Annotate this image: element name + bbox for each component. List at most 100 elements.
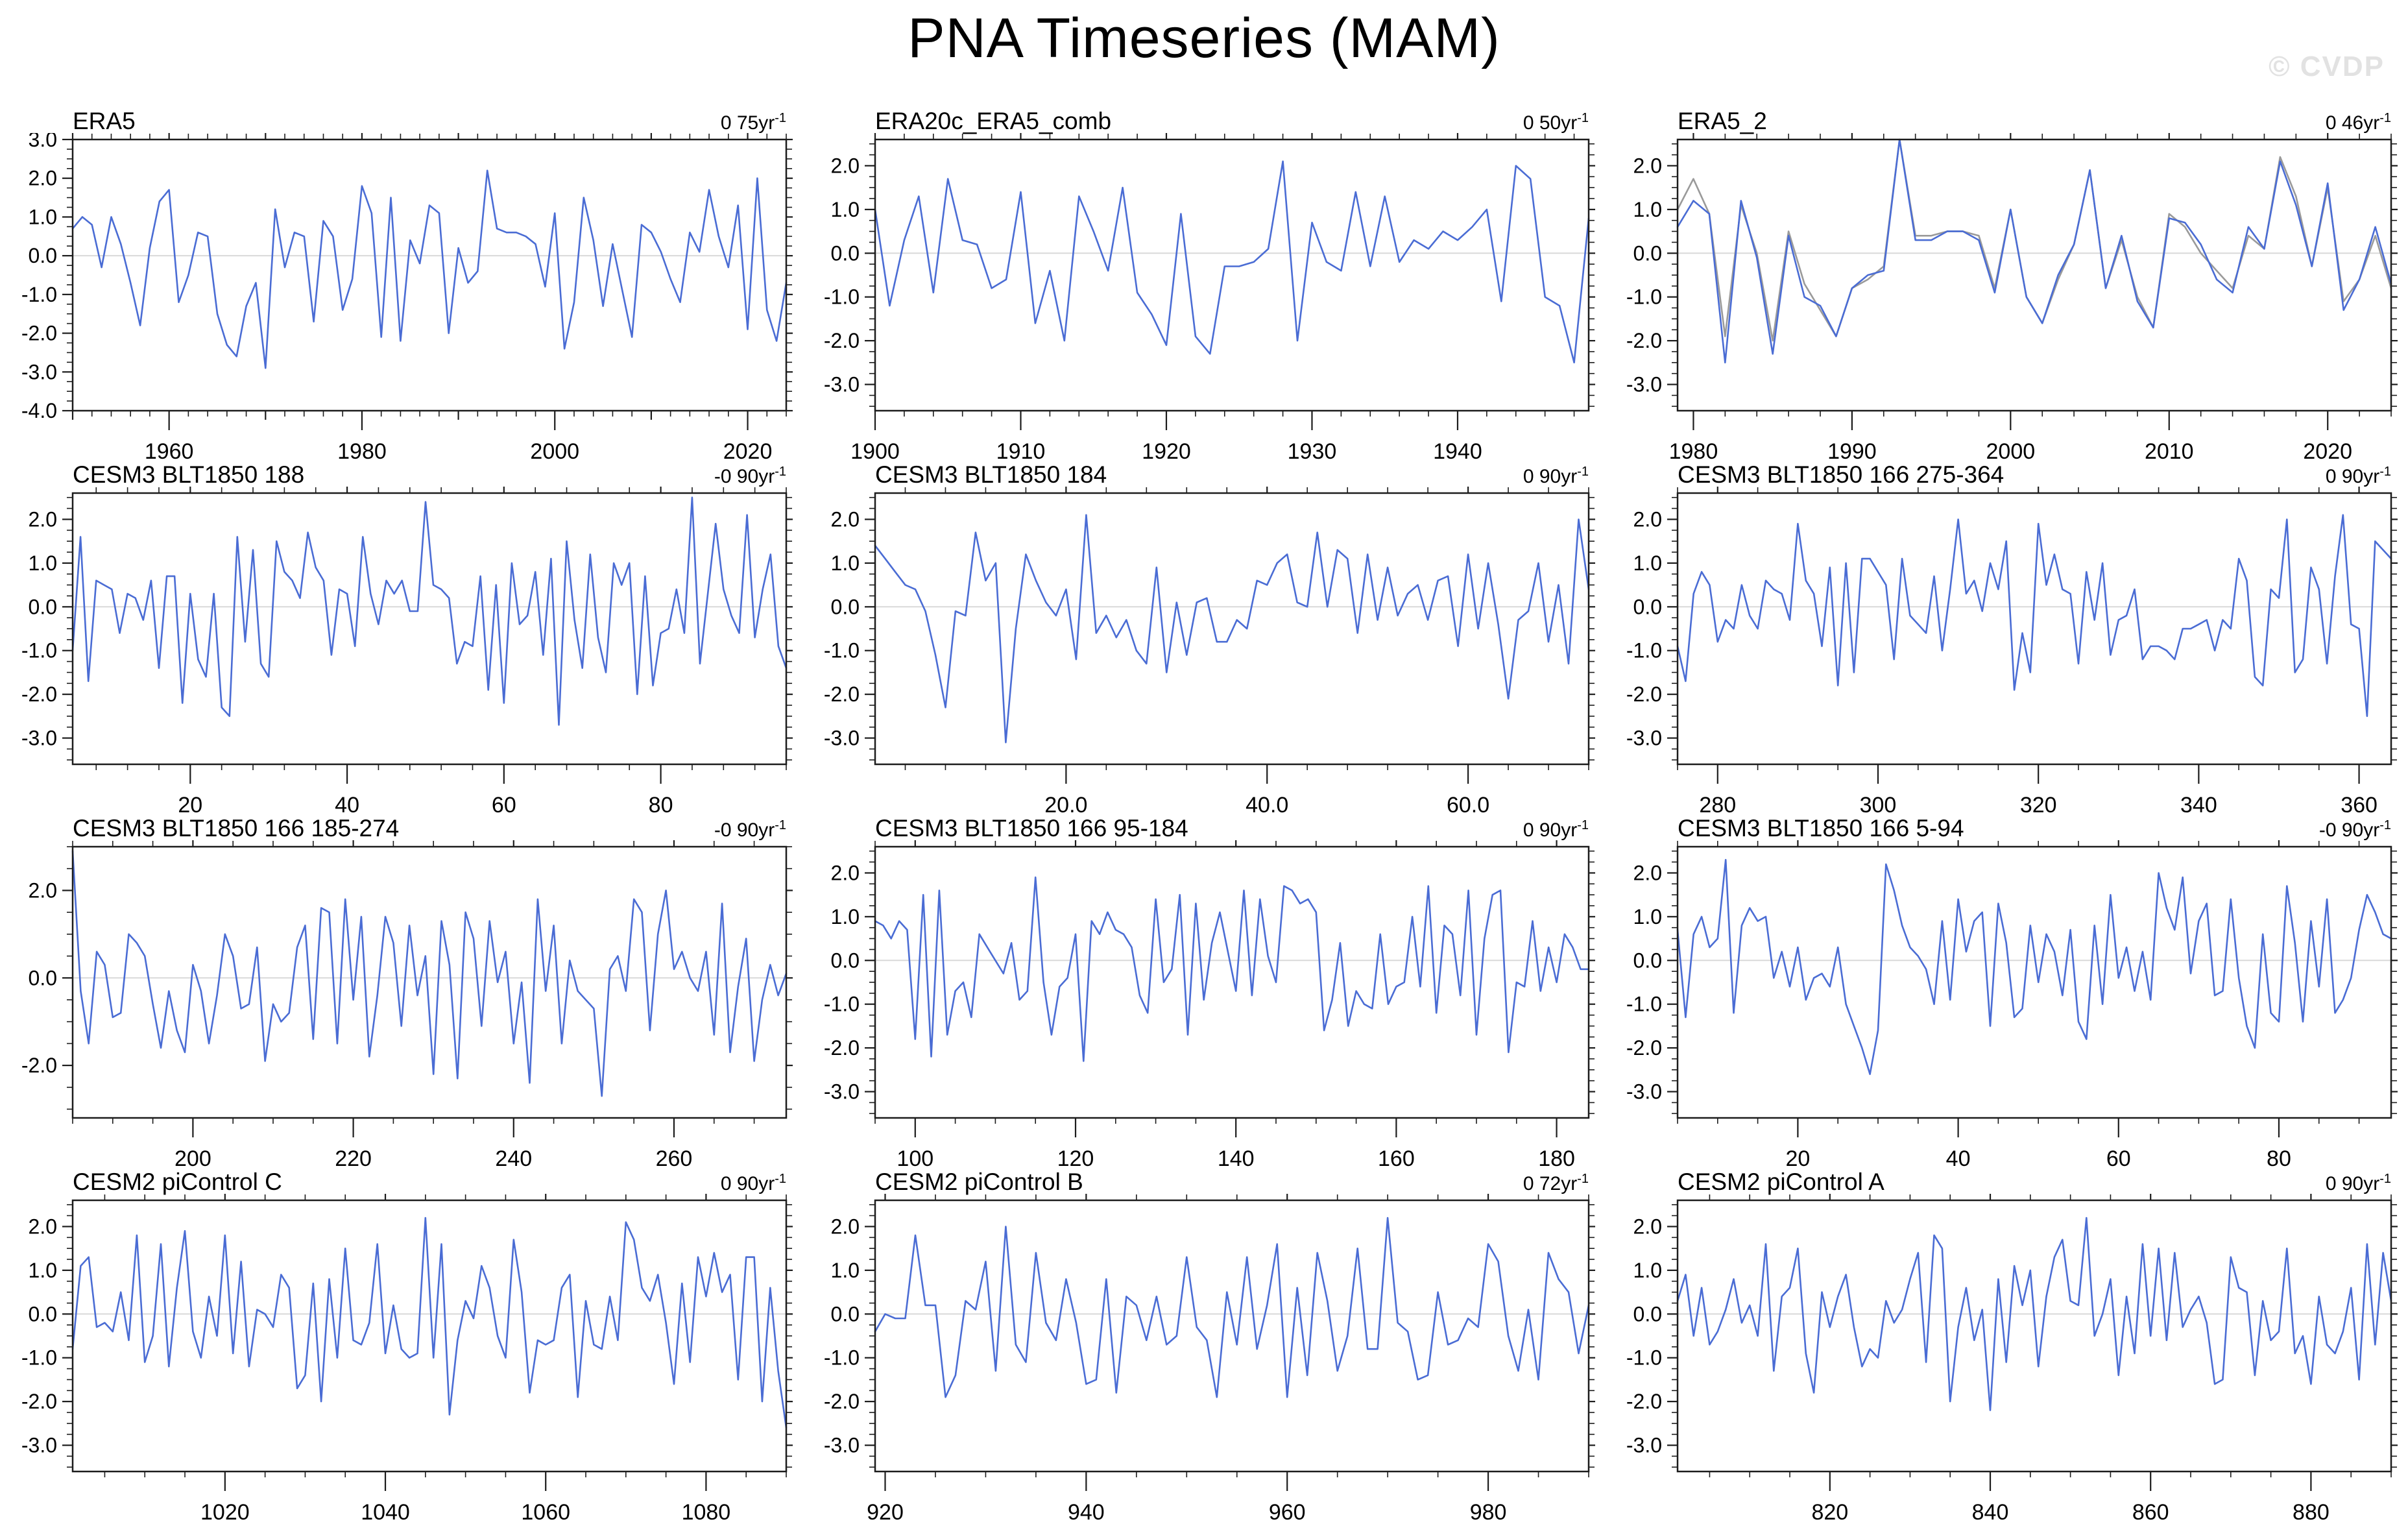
x-axis-tick-label: 2000 (1986, 439, 2036, 461)
series-line (874, 160, 1590, 364)
y-axis-tick-label: -2.0 (21, 1390, 57, 1413)
x-axis-tick-label: 940 (1068, 1500, 1105, 1521)
panel-head: CESM3 BLT1850 184 0 90yr-1 (875, 461, 1589, 487)
x-axis-tick-label: 60 (2106, 1146, 2131, 1168)
trend-exponent: -1 (775, 1172, 786, 1186)
y-axis-tick-label: -2.0 (1626, 683, 1662, 706)
y-axis-tick-label: 0.0 (831, 241, 860, 265)
panel-head: ERA20c_ERA5_comb 0 50yr-1 (875, 107, 1589, 133)
x-axis-tick-label: 20 (1785, 1146, 1810, 1168)
panel-head: ERA5 0 75yr-1 (73, 107, 786, 133)
x-axis-tick-label: 1990 (1827, 439, 1877, 461)
x-axis-tick-label: 60.0 (1447, 793, 1489, 814)
panel-head: CESM3 BLT1850 166 5-94 -0 90yr-1 (1678, 814, 2391, 840)
y-axis-tick-label: 1.0 (1633, 905, 1662, 928)
x-axis-tick-label: 1040 (361, 1500, 410, 1521)
panel-trend-label: -0 90yr-1 (714, 465, 786, 487)
panel-era5: ERA5 0 75yr-1 1960 1980 2000 2020 3.0 2.0 1.0 0.0… (0, 107, 802, 461)
panel-trend-label: 0 90yr-1 (2326, 1172, 2391, 1194)
x-axis-tick-label: 180 (1538, 1146, 1575, 1168)
y-axis-tick-label: 2.0 (29, 878, 57, 902)
x-axis-tick-label: 980 (1470, 1500, 1507, 1521)
y-axis-tick-label: 2.0 (1633, 1215, 1662, 1238)
series-line (1676, 1217, 2392, 1411)
y-axis-tick-label: -2.0 (824, 329, 860, 352)
panel-head: CESM3 BLT1850 166 275-364 0 90yr-1 (1678, 461, 2391, 487)
x-axis-tick-label: 220 (335, 1146, 372, 1168)
x-axis-tick-label: 960 (1269, 1500, 1306, 1521)
panel-head: CESM3 BLT1850 166 185-274 -0 90yr-1 (73, 814, 786, 840)
panel-trend-label: 0 90yr-1 (1523, 465, 1589, 487)
series-line (1676, 514, 2392, 718)
y-axis-tick-label: -2.0 (824, 1036, 860, 1060)
x-axis-tick-label: 340 (2180, 793, 2217, 814)
x-axis-tick-label: 80 (649, 793, 673, 814)
x-axis-tick-label: 80 (2267, 1146, 2291, 1168)
series-line (71, 850, 788, 1097)
y-axis-tick-label: -2.0 (1626, 329, 1662, 352)
y-axis-tick-label: 0.0 (1633, 595, 1662, 618)
panel-trend-label: 0 90yr-1 (1523, 819, 1589, 840)
y-axis-tick-label: -2.0 (1626, 1390, 1662, 1413)
trend-value: 0 90yr (2325, 1173, 2380, 1194)
panel-cesm3-blt1850-166-95-184: CESM3 BLT1850 166 95-184 0 90yr-1 100 120 14… (802, 814, 1605, 1168)
trend-value: -0 90yr (714, 466, 775, 487)
panel-cesm2-picontrol-a: CESM2 piControl A 0 90yr-1 820 840 860 880 2.0… (1605, 1168, 2407, 1521)
y-axis-tick-label: -2.0 (824, 683, 860, 706)
x-axis-tick-label: 300 (1860, 793, 1897, 814)
y-axis-tick-label: 1.0 (831, 198, 860, 221)
y-axis-tick-label: 3.0 (29, 133, 57, 151)
x-axis-tick-label: 120 (1057, 1146, 1094, 1168)
y-axis-tick-label: -3.0 (1626, 1434, 1662, 1457)
timeseries-panel-grid: ERA5 0 75yr-1 1960 1980 2000 2020 3.0 2.0 1.0 0.0… (0, 107, 2408, 1521)
timeseries-plot: 1960 1980 2000 2020 3.0 2.0 1.0 0.0 -1.0 -2.0 -3.0… (21, 133, 793, 461)
timeseries-plot: 280 300 320 340 360 2.0 1.0 0.0 -1.0 -2.0 -3.0 (1626, 487, 2398, 814)
trend-exponent: -1 (2379, 1172, 2391, 1186)
panel-title: CESM3 BLT1850 166 185-274 (73, 815, 400, 842)
y-axis-tick-label: -4.0 (21, 399, 57, 422)
timeseries-plot: 920 940 960 980 2.0 1.0 0.0 -1.0 -2.0 -3.0 (824, 1194, 1595, 1521)
x-axis-tick-label: 260 (656, 1146, 693, 1168)
x-axis-tick-label: 20 (178, 793, 202, 814)
y-axis-tick-label: -2.0 (21, 683, 57, 706)
y-axis-tick-label: 1.0 (29, 1259, 57, 1282)
y-axis-tick-label: 2.0 (831, 861, 860, 884)
panel-era20c-era5-comb: ERA20c_ERA5_comb 0 50yr-1 1900 1910 1920 1930… (802, 107, 1605, 461)
panel-era5-2: ERA5_2 0 46yr-1 1980 1990 2000 2010 2020 2.0 1.0… (1605, 107, 2407, 461)
panel-head: CESM2 piControl A 0 90yr-1 (1678, 1168, 2391, 1194)
panel-head: CESM3 BLT1850 166 95-184 0 90yr-1 (875, 814, 1589, 840)
panel-title: CESM2 piControl C (73, 1169, 282, 1195)
series-line (71, 496, 788, 726)
y-axis-tick-label: 0.0 (831, 1302, 860, 1326)
trend-value: 0 72yr (1523, 1173, 1578, 1194)
series-line (874, 514, 1590, 744)
x-axis-tick-label: 2020 (2303, 439, 2352, 461)
y-axis-tick-label: 2.0 (831, 1215, 860, 1238)
panel-cesm2-picontrol-b: CESM2 piControl B 0 72yr-1 920 940 960 980 2.0… (802, 1168, 1605, 1521)
y-axis-tick-label: 1.0 (1633, 1259, 1662, 1282)
trend-value: 0 90yr (720, 1173, 775, 1194)
page-title: PNA Timeseries (MAM) (908, 7, 1500, 69)
y-axis-tick-label: -3.0 (824, 373, 860, 396)
y-axis-tick-label: 0.0 (831, 595, 860, 618)
x-axis-tick-label: 820 (1811, 1500, 1848, 1521)
panel-trend-label: 0 75yr-1 (721, 112, 786, 133)
panel-title: CESM3 BLT1850 188 (73, 461, 305, 488)
y-axis-tick-label: -1.0 (1626, 993, 1662, 1016)
x-axis-tick-label: 100 (897, 1146, 933, 1168)
y-axis-tick-label: 2.0 (831, 154, 860, 177)
trend-exponent: -1 (2379, 111, 2391, 125)
timeseries-plot: 100 120 140 160 180 2.0 1.0 0.0 -1.0 -2.0 -3.0 (824, 840, 1595, 1168)
x-axis-tick-label: 1980 (337, 439, 387, 461)
trend-exponent: -1 (2379, 818, 2391, 832)
series-line (1676, 858, 2392, 1075)
y-axis-tick-label: -1.0 (21, 1346, 57, 1370)
y-axis-tick-label: 0.0 (29, 1302, 57, 1326)
panel-title: ERA20c_ERA5_comb (875, 108, 1112, 134)
panel-head: CESM3 BLT1850 188 -0 90yr-1 (73, 461, 786, 487)
x-axis-tick-label: 880 (2293, 1500, 2330, 1521)
trend-value: 0 46yr (2325, 112, 2380, 134)
y-axis-tick-label: 1.0 (831, 551, 860, 575)
x-axis-tick-label: 2000 (530, 439, 579, 461)
y-axis-tick-label: 1.0 (29, 551, 57, 575)
